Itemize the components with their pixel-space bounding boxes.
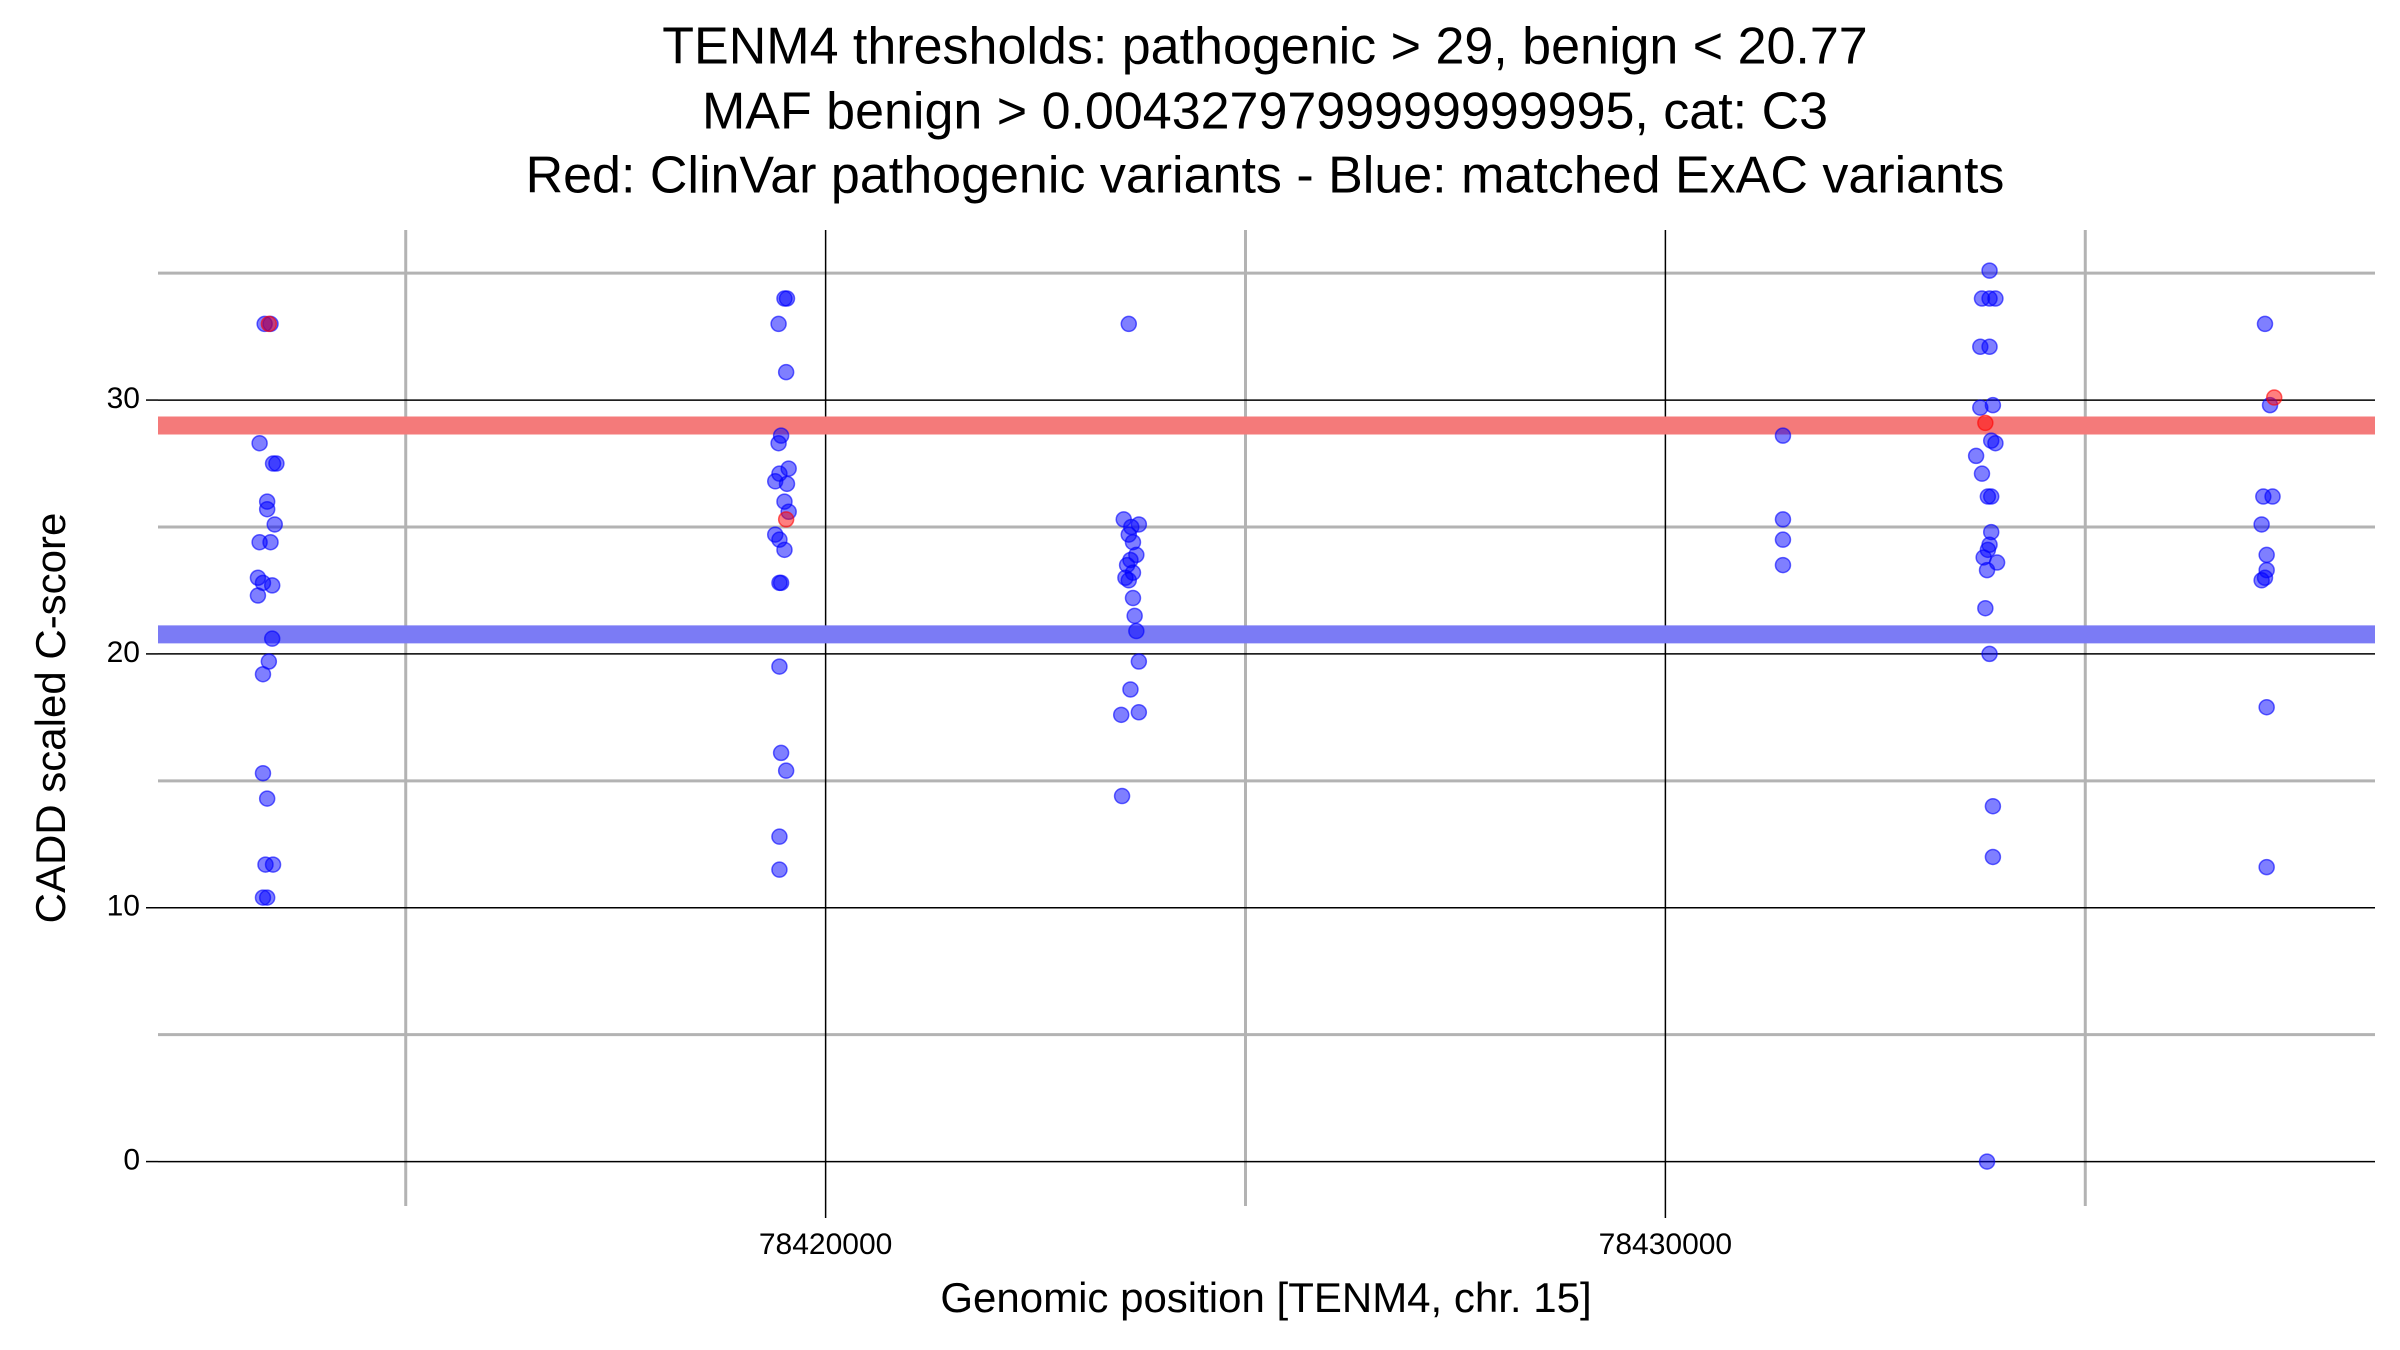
point (1982, 488, 2000, 505)
point (1112, 706, 1130, 724)
point (254, 665, 272, 683)
point (1987, 290, 2004, 307)
point (1984, 797, 2002, 815)
point (1978, 561, 1996, 579)
point (2253, 572, 2270, 589)
y-tick-label: 20 (107, 636, 140, 669)
point (260, 315, 278, 333)
point (1113, 787, 1131, 805)
y-axis-label: CADD scaled C-score (27, 513, 74, 924)
chart-title: Red: ClinVar pathogenic variants - Blue:… (526, 147, 2005, 205)
point (2258, 858, 2275, 876)
point (1967, 447, 1985, 465)
point (1120, 572, 1138, 589)
point (1977, 414, 1994, 432)
point (771, 658, 788, 675)
point (258, 889, 276, 906)
point (1774, 556, 1792, 574)
point (770, 315, 787, 333)
point (2258, 546, 2275, 564)
point (2253, 516, 2270, 533)
point (268, 455, 285, 472)
point (1130, 653, 1148, 670)
point (1122, 681, 1139, 698)
y-tick-label: 0 (123, 1144, 140, 1177)
point (777, 762, 795, 779)
x-tick-label: 78420000 (759, 1228, 892, 1261)
point (772, 574, 790, 592)
y-tick-label: 30 (107, 382, 140, 415)
point (263, 577, 281, 594)
point (251, 434, 268, 452)
point (776, 541, 793, 559)
point (2258, 698, 2275, 716)
point (1987, 434, 2004, 452)
point (777, 363, 795, 381)
point (1774, 511, 1792, 528)
point (778, 475, 796, 493)
point (249, 587, 267, 604)
point (1126, 607, 1143, 625)
point (2264, 488, 2281, 505)
point (1977, 599, 1994, 617)
point (263, 630, 281, 647)
point (772, 744, 790, 762)
point (770, 434, 787, 452)
point (1981, 645, 1998, 663)
point (266, 516, 283, 533)
point (1128, 622, 1145, 640)
point (1774, 427, 1792, 444)
point (1981, 262, 1998, 279)
chart-title: TENM4 thresholds: pathogenic > 29, benig… (662, 18, 1867, 76)
x-tick-label: 78430000 (1599, 1228, 1732, 1261)
point (264, 856, 282, 873)
point (1120, 315, 1138, 333)
point (258, 790, 276, 807)
point (1984, 848, 2002, 866)
point (771, 828, 788, 845)
y-tick-label: 10 (107, 890, 140, 923)
point (2256, 315, 2274, 333)
chart-title: MAF benign > 0.0043279799999999995, cat:… (702, 83, 1828, 141)
point (771, 861, 788, 878)
point (1124, 589, 1142, 607)
point (1972, 399, 1989, 416)
point (1973, 465, 1991, 482)
point (262, 533, 279, 551)
point (1774, 531, 1792, 548)
point (258, 500, 276, 518)
point (1130, 704, 1148, 721)
point (1978, 1153, 1996, 1170)
point (777, 511, 795, 528)
point (254, 764, 272, 782)
point (1981, 338, 1998, 356)
point (2265, 389, 2283, 406)
point (778, 290, 796, 307)
x-axis-label: Genomic position [TENM4, chr. 15] (940, 1274, 1591, 1321)
